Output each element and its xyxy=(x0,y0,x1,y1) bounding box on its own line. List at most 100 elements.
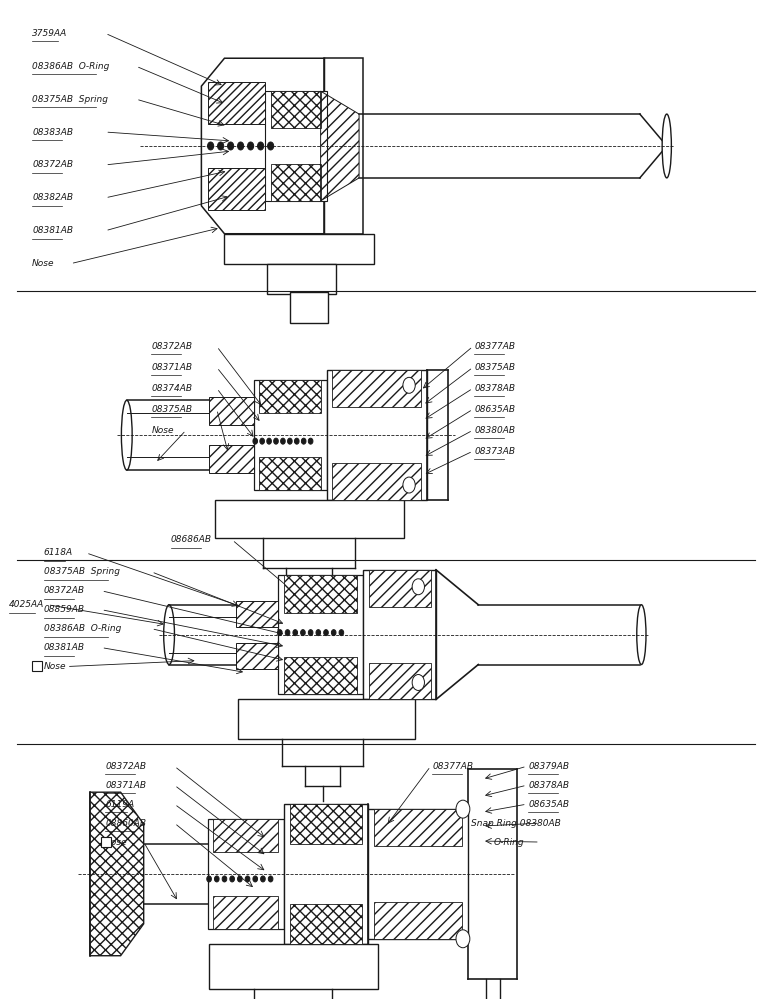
Text: 08381AB: 08381AB xyxy=(44,643,85,652)
Text: 08381AB: 08381AB xyxy=(32,226,73,235)
Bar xyxy=(215,500,405,538)
Circle shape xyxy=(293,630,297,636)
Bar xyxy=(266,91,327,201)
Text: 08377AB: 08377AB xyxy=(475,342,516,351)
Bar xyxy=(363,570,436,699)
Bar xyxy=(284,575,357,613)
Bar xyxy=(271,164,320,201)
Text: 3759AA: 3759AA xyxy=(32,29,67,38)
Text: 08859AB: 08859AB xyxy=(44,605,85,614)
Text: 08686AB: 08686AB xyxy=(171,535,212,544)
Text: 08635AB: 08635AB xyxy=(528,800,569,809)
Bar xyxy=(267,264,336,294)
Circle shape xyxy=(301,438,306,444)
Bar xyxy=(259,457,320,490)
Bar xyxy=(208,819,284,929)
Text: 08372AB: 08372AB xyxy=(105,762,146,771)
Text: 08379AB: 08379AB xyxy=(528,762,569,771)
Circle shape xyxy=(308,438,313,444)
Text: 08635AB: 08635AB xyxy=(475,405,516,414)
Bar xyxy=(213,819,279,852)
Bar xyxy=(332,463,421,500)
Text: 08386AB  O-Ring: 08386AB O-Ring xyxy=(44,624,121,633)
Circle shape xyxy=(339,630,344,636)
Bar xyxy=(209,445,254,473)
Ellipse shape xyxy=(637,605,646,665)
Circle shape xyxy=(269,876,273,882)
Bar xyxy=(374,902,462,939)
Circle shape xyxy=(258,142,264,150)
Circle shape xyxy=(267,438,272,444)
Bar xyxy=(271,91,320,128)
Circle shape xyxy=(261,876,266,882)
Bar xyxy=(279,575,363,694)
Text: Nose: Nose xyxy=(32,259,55,268)
Bar xyxy=(254,380,327,490)
Bar xyxy=(213,896,279,929)
Text: 08372AB: 08372AB xyxy=(32,160,73,169)
Circle shape xyxy=(238,142,244,150)
Text: O-Ring: O-Ring xyxy=(493,838,524,847)
Text: 08374AB: 08374AB xyxy=(151,384,192,393)
Text: 6118A: 6118A xyxy=(44,548,73,557)
Circle shape xyxy=(323,630,328,636)
Circle shape xyxy=(412,579,425,595)
Text: 08371AB: 08371AB xyxy=(151,363,192,372)
Text: 08386AB  O-Ring: 08386AB O-Ring xyxy=(32,62,110,71)
Circle shape xyxy=(215,876,219,882)
Circle shape xyxy=(412,675,425,690)
Circle shape xyxy=(403,377,415,393)
Circle shape xyxy=(294,438,299,444)
Circle shape xyxy=(230,876,235,882)
Text: 4025AA: 4025AA xyxy=(9,600,44,609)
Bar xyxy=(290,904,362,944)
Text: 6119A: 6119A xyxy=(105,800,134,809)
Text: 08371AB: 08371AB xyxy=(105,781,146,790)
Bar xyxy=(239,699,415,739)
Text: 08375AB: 08375AB xyxy=(475,363,516,372)
Circle shape xyxy=(285,630,290,636)
Bar xyxy=(367,809,468,939)
Bar xyxy=(236,601,279,627)
Bar xyxy=(259,380,320,413)
Bar xyxy=(327,370,427,500)
Circle shape xyxy=(278,630,282,636)
Circle shape xyxy=(268,142,274,150)
Bar xyxy=(209,397,254,425)
Bar xyxy=(332,370,421,407)
Bar xyxy=(369,663,431,699)
Circle shape xyxy=(222,876,227,882)
Text: 08377AB: 08377AB xyxy=(432,762,473,771)
Text: 08375AB  Spring: 08375AB Spring xyxy=(44,567,120,576)
Bar xyxy=(369,570,431,607)
Bar xyxy=(225,234,374,264)
Circle shape xyxy=(331,630,336,636)
Bar xyxy=(209,944,378,989)
Circle shape xyxy=(208,142,214,150)
Circle shape xyxy=(238,876,242,882)
Text: 08372AB: 08372AB xyxy=(44,586,85,595)
Circle shape xyxy=(403,477,415,493)
Bar xyxy=(208,168,266,210)
Circle shape xyxy=(456,800,470,818)
Circle shape xyxy=(274,438,279,444)
Circle shape xyxy=(316,630,320,636)
Bar xyxy=(208,82,266,124)
Text: 08372AB: 08372AB xyxy=(151,342,192,351)
Circle shape xyxy=(228,142,234,150)
Circle shape xyxy=(253,438,258,444)
Circle shape xyxy=(245,876,250,882)
Text: 08383AB: 08383AB xyxy=(32,128,73,137)
Bar xyxy=(290,292,328,323)
Circle shape xyxy=(248,142,254,150)
Bar xyxy=(284,804,367,944)
Ellipse shape xyxy=(121,400,132,470)
Ellipse shape xyxy=(164,605,174,665)
Circle shape xyxy=(280,438,285,444)
Bar xyxy=(324,58,363,234)
Text: 08373AB: 08373AB xyxy=(475,447,516,456)
Circle shape xyxy=(207,876,212,882)
Text: Nose: Nose xyxy=(151,426,174,435)
Text: 08382AB: 08382AB xyxy=(32,193,73,202)
Text: 08860AB: 08860AB xyxy=(105,819,146,828)
